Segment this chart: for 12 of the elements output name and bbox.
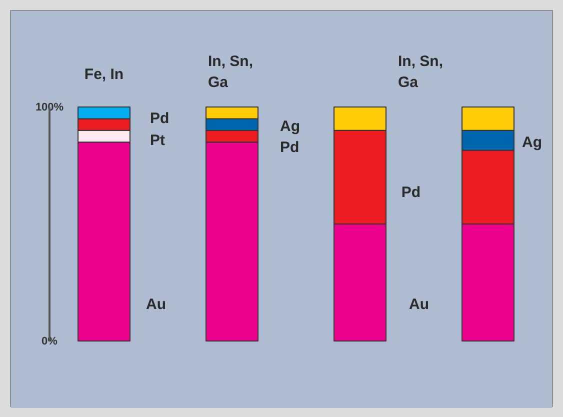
annotation: Ag: [280, 118, 300, 135]
annotation: Pt: [150, 132, 166, 149]
text: In, Sn, Ga: [208, 53, 253, 91]
y-tick-label: 100%: [35, 102, 64, 114]
annotation: Pd: [280, 139, 300, 156]
text: Fe, In: [84, 66, 124, 83]
annotation: Ag: [522, 134, 542, 151]
text: In, Sn, Ga: [398, 53, 443, 91]
annotation: Pd: [401, 184, 421, 201]
annotation: Pd: [150, 110, 170, 127]
annotation: Au: [146, 296, 166, 313]
annotation: Au: [409, 296, 429, 313]
